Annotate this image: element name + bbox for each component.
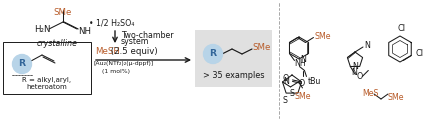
Text: R: R [209, 50, 217, 59]
Text: [Au₂(NTf₂)₂(μ-dppf)]: [Au₂(NTf₂)₂(μ-dppf)] [94, 61, 154, 66]
Text: NH: NH [78, 26, 91, 36]
Text: tBu: tBu [307, 77, 321, 86]
Text: N: N [301, 55, 307, 63]
Text: SMe: SMe [388, 93, 405, 102]
Text: N: N [364, 41, 370, 51]
Text: NH: NH [295, 59, 306, 68]
Text: H₂N: H₂N [34, 25, 50, 35]
Text: SMe: SMe [314, 32, 331, 41]
Bar [3, 42, 91, 94]
Text: R: R [18, 60, 25, 68]
Text: O: O [282, 74, 289, 83]
Text: MeS: MeS [362, 90, 378, 98]
Text: SMe: SMe [252, 42, 270, 51]
Text: N: N [283, 77, 289, 86]
Text: (2.5 equiv): (2.5 equiv) [108, 47, 158, 56]
Text: O: O [356, 72, 362, 81]
Text: MeSH: MeSH [95, 47, 120, 56]
Text: SMe: SMe [294, 92, 311, 101]
Text: Cl: Cl [415, 50, 423, 59]
Text: O: O [298, 78, 304, 87]
Text: > 35 examples: > 35 examples [203, 71, 265, 80]
Text: (1 mol%): (1 mol%) [102, 70, 130, 75]
Text: N: N [351, 68, 357, 77]
Text: N: N [352, 62, 358, 71]
Text: SMe: SMe [54, 8, 72, 17]
Circle shape [203, 45, 222, 63]
Text: crystalline: crystalline [37, 39, 77, 48]
Text: system: system [121, 37, 149, 46]
Text: Two-chamber: Two-chamber [121, 30, 173, 40]
Text: S: S [290, 89, 295, 98]
Bar [195, 30, 272, 87]
Text: heteroatom: heteroatom [27, 84, 68, 90]
Text: • 1/2 H₂SO₄: • 1/2 H₂SO₄ [89, 19, 134, 27]
Circle shape [12, 55, 31, 73]
Text: S: S [283, 96, 288, 105]
Text: Cl: Cl [397, 24, 405, 33]
Text: R = alkyl,aryl,: R = alkyl,aryl, [22, 77, 71, 83]
